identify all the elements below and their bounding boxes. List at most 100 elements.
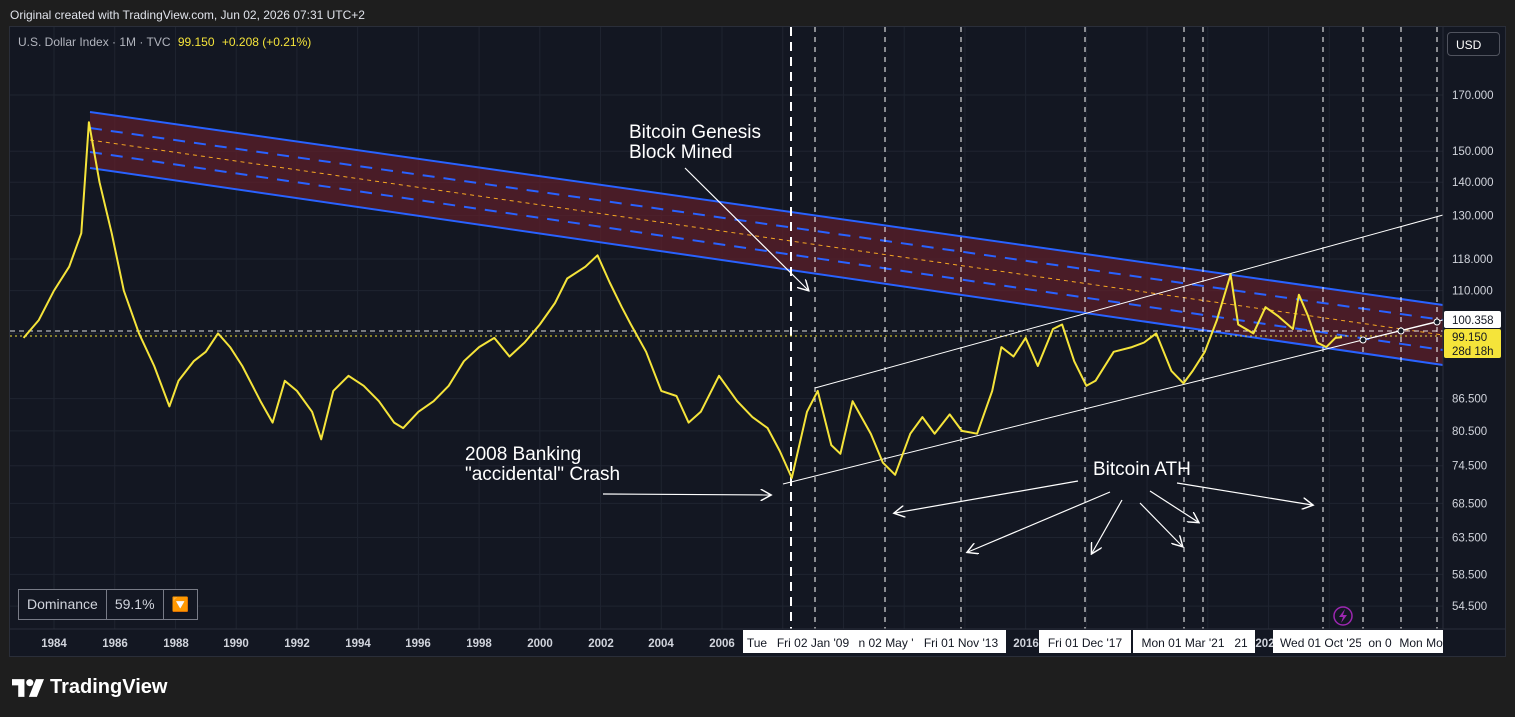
genesis-arrow — [684, 167, 808, 290]
time-marker-label-bg — [770, 630, 856, 653]
time-tick-label: 2016 — [1013, 638, 1039, 650]
axis-corner — [1443, 630, 1505, 656]
brand-name: TradingView — [50, 676, 168, 698]
dominance-toggle-icon[interactable]: 🔽 — [171, 596, 189, 612]
time-marker-label: Fri 01 Dec '17 — [1048, 636, 1123, 650]
time-axis-ticks: 1984 1986 1988 1990 1992 1994 1996 1998 2000 2002… — [41, 638, 1274, 650]
price-tick-label: 118.000 — [1452, 254, 1493, 266]
current-price-label: 99.150 — [1452, 332, 1487, 344]
time-tick-label: 1990 — [223, 638, 249, 650]
channel-inner-upper-line — [89, 127, 1444, 321]
currency-button[interactable]: USD — [1447, 32, 1500, 56]
price-tick-label: 54.500 — [1452, 601, 1487, 613]
bar-countdown-label: 28d 18h — [1452, 346, 1494, 358]
price-tick-label: 170.000 — [1452, 90, 1494, 102]
symbol-price: 99.150 — [177, 35, 215, 49]
ath-label: Bitcoin ATH — [1093, 459, 1191, 480]
price-label-bg — [1444, 311, 1501, 328]
time-tick-label: 1994 — [345, 638, 371, 650]
time-marker-label-bg — [1426, 630, 1443, 653]
time-marker-label: Wed 01 Oct '25 — [1280, 636, 1362, 650]
trend-line-lower — [782, 319, 1444, 485]
time-marker-label-bg — [1227, 630, 1255, 653]
channel-upper-line — [89, 111, 1444, 306]
dominance-indicator[interactable]: Dominance 59.1% 🔽 — [18, 589, 198, 620]
time-marker-label-bg — [1361, 630, 1399, 653]
time-tick-label: 202 — [1255, 638, 1274, 650]
time-tick-label: 1988 — [163, 638, 189, 650]
time-marker-label-bg — [1133, 630, 1233, 653]
time-marker-label: on 0 — [1368, 636, 1392, 650]
ath-arrow-1 — [895, 480, 1079, 513]
time-axis-markers: Tue Fri 02 Jan '09 n 02 May ' Fri 01 Nov '1… — [743, 630, 1505, 656]
time-marker-label-bg — [856, 630, 916, 653]
channel-inner-lower-line — [89, 151, 1444, 351]
time-marker-label-bg — [1273, 630, 1369, 653]
price-tick-label: 140.000 — [1452, 177, 1494, 189]
time-marker-label-bg — [1392, 630, 1430, 653]
time-marker-label: n 02 May ' — [859, 636, 914, 650]
channel-mid-line — [89, 139, 1444, 336]
annotation-arrows — [602, 167, 1312, 553]
time-marker-label: Tue — [747, 636, 768, 650]
tradingview-logo[interactable]: TradingView — [12, 676, 167, 699]
crash-label: 2008 Banking "accidental" Crash — [465, 444, 620, 485]
crash-arrow — [602, 494, 770, 495]
ath-arrow-6 — [1176, 482, 1312, 505]
time-tick-label: 1984 — [41, 638, 67, 650]
time-tick-label: 2004 — [648, 638, 674, 650]
dxy-price-line — [22, 121, 1343, 479]
ath-arrow-5 — [1149, 490, 1198, 522]
time-tick-label: 2002 — [588, 638, 614, 650]
symbol-name: U.S. Dollar Index · 1M · TVC — [18, 35, 171, 49]
price-labels: 100.358 99.150 28d 18h — [1444, 311, 1501, 358]
channel-lower-line — [89, 167, 1444, 366]
vertical-date-markers — [790, 27, 1438, 629]
annotation-texts: Bitcoin Genesis Block Mined 2008 Banking "… — [465, 122, 1191, 485]
time-marker-label: Mon — [1399, 636, 1422, 650]
time-tick-label: 1986 — [102, 638, 128, 650]
chart-frame[interactable] — [9, 26, 1506, 657]
price-tick-label: 68.500 — [1452, 498, 1487, 510]
handle-point — [1359, 336, 1367, 344]
time-tick-label: 2000 — [527, 638, 553, 650]
dominance-value: 59.1% — [107, 590, 164, 619]
ath-arrow-4 — [1139, 502, 1182, 546]
dominance-label: Dominance — [19, 590, 107, 619]
genesis-label: Bitcoin Genesis Block Mined — [629, 122, 761, 163]
price-tick-label: 110.000 — [1452, 286, 1493, 298]
lightning-icon[interactable] — [1333, 606, 1353, 626]
channel-fill — [90, 112, 1443, 365]
drawing-handles — [1359, 318, 1441, 344]
price-tick-label: 63.500 — [1452, 532, 1487, 544]
tradingview-logo-icon — [12, 678, 44, 697]
handle-point — [1433, 318, 1441, 326]
price-tick-label: 74.500 — [1452, 461, 1487, 473]
trend-line-upper — [814, 214, 1444, 389]
time-tick-label: 1996 — [405, 638, 431, 650]
handle-point — [1397, 327, 1405, 335]
price-label: 100.358 — [1452, 315, 1494, 327]
time-marker-label: Fri 01 Nov '13 — [924, 636, 999, 650]
chart-header: Original created with TradingView.com, J… — [10, 8, 365, 22]
price-tick-label: 86.500 — [1452, 394, 1487, 406]
time-marker-label-bg — [916, 630, 1006, 653]
grid-lines — [10, 27, 1443, 629]
time-tick-label: 1998 — [466, 638, 492, 650]
price-tick-label: 58.500 — [1452, 569, 1487, 581]
price-tick-label: 130.000 — [1452, 211, 1494, 223]
current-price-label-bg — [1444, 329, 1501, 358]
symbol-legend[interactable]: U.S. Dollar Index · 1M · TVC 99.150 +0.2… — [18, 35, 311, 49]
time-marker-label: 21 — [1234, 636, 1248, 650]
time-marker-label: Mon 01 Mar '21 — [1142, 636, 1225, 650]
time-marker-label: Mo — [1426, 636, 1443, 650]
time-tick-label: 2006 — [709, 638, 735, 650]
regression-channel[interactable] — [89, 111, 1444, 366]
ath-arrow-3 — [1092, 499, 1123, 553]
symbol-change: +0.208 (+0.21%) — [221, 35, 312, 49]
time-marker-label-bg — [743, 630, 771, 653]
ath-arrow-2 — [968, 491, 1111, 552]
price-tick-label: 80.500 — [1452, 426, 1487, 438]
time-marker-label: Fri 02 Jan '09 — [777, 636, 850, 650]
